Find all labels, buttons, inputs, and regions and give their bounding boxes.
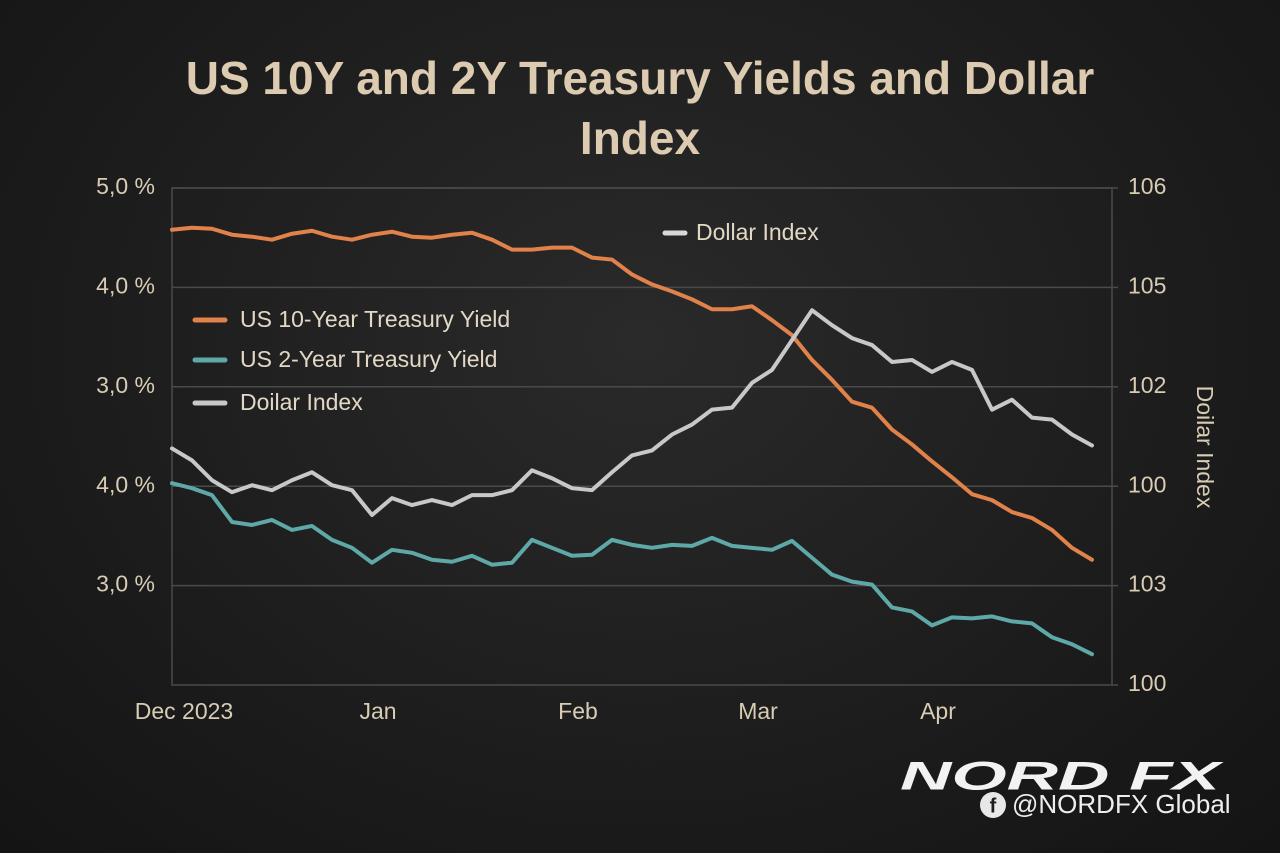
y2-tick-label: 103 [1128,571,1166,597]
y2-tick-label: 105 [1128,272,1166,298]
x-tick-label: Apr [920,698,956,724]
y2-tick-label: 100 [1128,471,1166,497]
watermark-handle: @NORDFX Global [1012,789,1231,819]
y2-tick-label: 100 [1128,670,1166,696]
y-tick-label: 3,0 % [96,372,155,398]
x-tick-label: Jan [359,698,396,724]
legend-label: US 2-Year Treasury Yield [240,346,497,372]
chart-title: US 10Y and 2Y Treasury Yields and Dollar… [185,52,1095,164]
plot-frame [171,187,1113,686]
x-tick-label: Feb [558,698,598,724]
y2-axis-label: Doilar Index [1192,386,1218,509]
x-tick-label: Dec 2023 [135,698,233,724]
watermark-brand: NORD FX [900,755,1224,799]
series-line [170,481,1094,657]
y2-tick-label: 106 [1128,173,1166,199]
y-tick-label: 4,0 % [96,471,155,497]
y-tick-label: 3,0 % [96,571,155,597]
y-tick-label: 4,0 % [96,272,155,298]
facebook-glyph: f [990,795,997,817]
facebook-icon [980,792,1006,818]
annotation: Dollar Index [696,219,819,245]
legend-label: Doilar Index [240,389,363,415]
y2-tick-label: 102 [1128,372,1166,398]
x-tick-label: Mar [738,698,778,724]
legend-label: US 10-Year Treasury Yield [240,306,510,332]
series-line [170,225,1094,562]
y-tick-label: 5,0 % [96,173,155,199]
series-line [170,308,1094,518]
